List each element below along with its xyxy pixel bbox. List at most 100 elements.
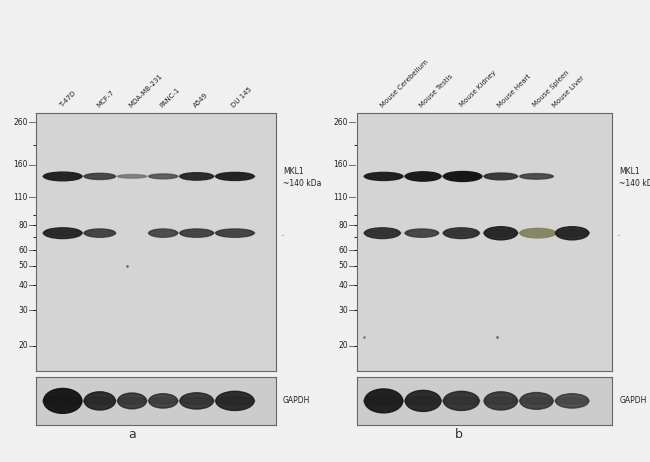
Text: PANC-1: PANC-1 [159, 86, 181, 109]
Text: Mouse Liver: Mouse Liver [551, 74, 585, 109]
Ellipse shape [484, 230, 518, 237]
Ellipse shape [363, 174, 404, 178]
Ellipse shape [365, 228, 400, 238]
Text: 80: 80 [18, 220, 28, 230]
Text: A549: A549 [192, 91, 209, 109]
Text: T-47D: T-47D [58, 90, 77, 109]
Ellipse shape [363, 231, 401, 236]
Ellipse shape [179, 175, 214, 178]
Ellipse shape [180, 173, 213, 180]
Ellipse shape [519, 231, 556, 236]
Ellipse shape [43, 396, 83, 406]
Text: GAPDH: GAPDH [283, 396, 310, 405]
Ellipse shape [180, 393, 213, 409]
Ellipse shape [84, 173, 115, 180]
Text: Mouse Testis: Mouse Testis [419, 73, 454, 109]
Ellipse shape [148, 398, 178, 404]
Ellipse shape [404, 397, 442, 405]
Ellipse shape [83, 175, 116, 178]
Text: 20: 20 [18, 341, 28, 350]
Text: a: a [128, 428, 136, 441]
Text: 20: 20 [338, 341, 348, 350]
Text: 60: 60 [338, 246, 348, 255]
Ellipse shape [556, 394, 589, 408]
Ellipse shape [443, 171, 482, 182]
Ellipse shape [443, 231, 480, 236]
Ellipse shape [443, 391, 479, 410]
Text: GAPDH: GAPDH [619, 396, 647, 405]
Ellipse shape [84, 392, 115, 410]
Text: 40: 40 [18, 281, 28, 290]
Text: MDA-MB-231: MDA-MB-231 [128, 73, 164, 109]
Text: MKL1
~140 kDa: MKL1 ~140 kDa [283, 167, 321, 188]
Text: 30: 30 [18, 306, 28, 315]
Ellipse shape [484, 227, 517, 240]
Text: 110: 110 [14, 193, 28, 202]
Ellipse shape [405, 172, 441, 181]
Ellipse shape [216, 229, 254, 237]
Ellipse shape [365, 389, 403, 413]
Text: 260: 260 [333, 118, 348, 127]
Ellipse shape [117, 398, 147, 404]
Ellipse shape [149, 174, 177, 179]
Ellipse shape [44, 389, 82, 413]
Ellipse shape [216, 391, 254, 410]
Text: Mouse Cerebellum: Mouse Cerebellum [380, 58, 430, 109]
Ellipse shape [44, 228, 82, 238]
Text: Mouse Kidney: Mouse Kidney [458, 70, 497, 109]
Text: MCF-7: MCF-7 [96, 89, 115, 109]
Ellipse shape [520, 228, 556, 238]
Text: 160: 160 [333, 160, 348, 169]
Text: Mouse Spleen: Mouse Spleen [532, 70, 571, 109]
Ellipse shape [179, 398, 214, 404]
Ellipse shape [443, 228, 479, 238]
Ellipse shape [215, 174, 255, 178]
Text: MKL1
~140 kDa: MKL1 ~140 kDa [619, 167, 650, 188]
Ellipse shape [216, 172, 254, 181]
Ellipse shape [519, 398, 554, 404]
Text: 40: 40 [338, 281, 348, 290]
Ellipse shape [148, 231, 178, 235]
Ellipse shape [179, 231, 214, 235]
Text: 30: 30 [338, 306, 348, 315]
Text: 80: 80 [338, 220, 348, 230]
Ellipse shape [148, 175, 178, 177]
Ellipse shape [118, 393, 146, 409]
Ellipse shape [556, 227, 589, 240]
Ellipse shape [484, 175, 518, 178]
Ellipse shape [484, 392, 517, 410]
Text: 160: 160 [14, 160, 28, 169]
Text: .: . [280, 228, 284, 238]
Ellipse shape [149, 394, 177, 408]
Text: b: b [455, 428, 463, 441]
Ellipse shape [443, 174, 483, 179]
Ellipse shape [149, 229, 177, 237]
Ellipse shape [520, 393, 553, 409]
Ellipse shape [484, 397, 518, 405]
Text: 110: 110 [333, 193, 348, 202]
Ellipse shape [520, 174, 553, 179]
Ellipse shape [180, 229, 213, 237]
Ellipse shape [404, 231, 439, 235]
Ellipse shape [484, 173, 517, 180]
Ellipse shape [215, 231, 255, 235]
Ellipse shape [83, 231, 116, 235]
Text: 60: 60 [18, 246, 28, 255]
Text: DU 145: DU 145 [231, 86, 254, 109]
Ellipse shape [117, 176, 147, 177]
Text: 50: 50 [338, 261, 348, 270]
Ellipse shape [43, 231, 83, 236]
Ellipse shape [443, 397, 480, 405]
Ellipse shape [43, 174, 83, 178]
Ellipse shape [84, 229, 115, 237]
Ellipse shape [215, 397, 255, 405]
Ellipse shape [519, 175, 554, 178]
Ellipse shape [554, 230, 590, 237]
Text: .: . [617, 228, 620, 238]
Ellipse shape [44, 172, 82, 181]
Ellipse shape [405, 229, 438, 237]
Ellipse shape [363, 396, 404, 406]
Text: Mouse Heart: Mouse Heart [497, 73, 532, 109]
Ellipse shape [365, 172, 403, 181]
Ellipse shape [404, 174, 442, 179]
